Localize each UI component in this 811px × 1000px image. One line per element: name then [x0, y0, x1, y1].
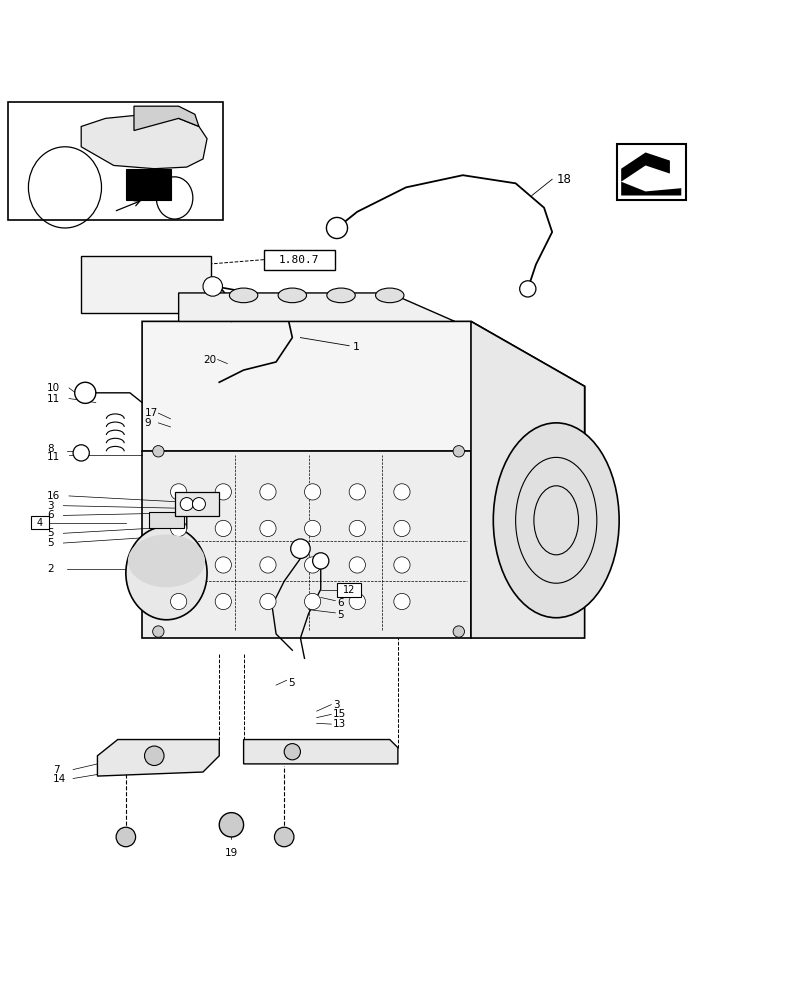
Circle shape [215, 557, 231, 573]
Bar [148, 512, 184, 528]
Text: 9: 9 [144, 418, 151, 428]
Circle shape [170, 520, 187, 537]
Bar [174, 492, 219, 516]
Circle shape [260, 520, 276, 537]
Circle shape [284, 744, 300, 760]
Text: 10: 10 [47, 383, 60, 393]
Polygon shape [243, 740, 397, 764]
Text: 12: 12 [342, 585, 355, 595]
FancyBboxPatch shape [31, 516, 49, 529]
Ellipse shape [493, 423, 618, 618]
FancyBboxPatch shape [337, 583, 361, 597]
Text: 5: 5 [47, 538, 54, 548]
Text: 15: 15 [333, 709, 345, 719]
Text: 13: 13 [333, 719, 345, 729]
Circle shape [144, 746, 164, 766]
Text: 7: 7 [53, 765, 59, 775]
Circle shape [170, 484, 187, 500]
Polygon shape [142, 451, 470, 638]
Circle shape [304, 484, 320, 500]
Ellipse shape [229, 288, 257, 303]
Text: 6: 6 [47, 510, 54, 520]
Circle shape [260, 484, 276, 500]
Text: 6: 6 [337, 598, 343, 608]
Circle shape [180, 498, 193, 511]
Circle shape [453, 446, 464, 457]
Circle shape [304, 593, 320, 610]
Circle shape [304, 557, 320, 573]
Text: 4: 4 [36, 518, 43, 528]
Bar [8, 102, 223, 220]
Text: 8: 8 [47, 444, 54, 454]
Text: 3: 3 [47, 501, 54, 511]
Circle shape [349, 484, 365, 500]
Circle shape [393, 484, 410, 500]
Ellipse shape [326, 288, 354, 303]
Polygon shape [97, 740, 219, 776]
Text: 18: 18 [556, 173, 570, 186]
Text: 1: 1 [353, 342, 360, 352]
Circle shape [349, 593, 365, 610]
Circle shape [170, 593, 187, 610]
Circle shape [312, 553, 328, 569]
Ellipse shape [126, 526, 207, 620]
Circle shape [326, 217, 347, 239]
Circle shape [219, 813, 243, 837]
Circle shape [73, 445, 89, 461]
Circle shape [453, 626, 464, 637]
Circle shape [349, 557, 365, 573]
FancyBboxPatch shape [81, 256, 211, 313]
Circle shape [393, 593, 410, 610]
Text: 5: 5 [288, 678, 294, 688]
Bar [126, 169, 170, 200]
Text: 5: 5 [337, 610, 343, 620]
Circle shape [152, 626, 164, 637]
Polygon shape [620, 182, 680, 196]
Polygon shape [470, 321, 584, 638]
Circle shape [349, 520, 365, 537]
Circle shape [274, 827, 294, 847]
Text: 20: 20 [203, 355, 216, 365]
Polygon shape [134, 106, 199, 131]
Ellipse shape [127, 535, 204, 587]
Circle shape [215, 484, 231, 500]
Text: 14: 14 [53, 774, 66, 784]
Text: 2: 2 [47, 564, 54, 574]
Bar [616, 144, 685, 200]
Text: 11: 11 [47, 393, 60, 403]
Circle shape [215, 593, 231, 610]
Text: 3: 3 [333, 700, 339, 710]
Circle shape [116, 827, 135, 847]
Circle shape [192, 498, 205, 511]
Polygon shape [142, 321, 584, 451]
Circle shape [170, 557, 187, 573]
Circle shape [290, 539, 310, 558]
Circle shape [203, 277, 222, 296]
Circle shape [393, 557, 410, 573]
Circle shape [215, 520, 231, 537]
Text: 5: 5 [47, 528, 54, 538]
Polygon shape [81, 114, 207, 169]
Ellipse shape [277, 288, 306, 303]
Text: 11: 11 [47, 452, 60, 462]
Circle shape [260, 557, 276, 573]
Text: 16: 16 [47, 491, 60, 501]
Text: 17: 17 [144, 408, 157, 418]
Text: 19: 19 [225, 848, 238, 858]
Circle shape [260, 593, 276, 610]
Polygon shape [620, 152, 669, 182]
Circle shape [75, 382, 96, 403]
FancyBboxPatch shape [264, 250, 335, 270]
Ellipse shape [375, 288, 403, 303]
Circle shape [393, 520, 410, 537]
Polygon shape [178, 293, 454, 321]
Text: 1.80.7: 1.80.7 [278, 255, 319, 265]
Circle shape [304, 520, 320, 537]
Circle shape [519, 281, 535, 297]
Circle shape [152, 446, 164, 457]
